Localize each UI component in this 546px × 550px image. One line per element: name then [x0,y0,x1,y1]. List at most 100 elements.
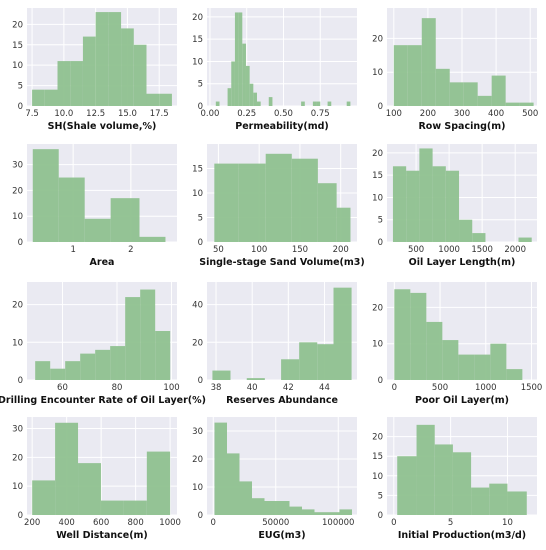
histogram-bar [253,92,257,106]
y-tick-label: 5 [378,216,383,226]
histogram-bar [265,153,292,242]
y-tick-label: 20 [12,186,23,196]
x-tick-label: 12.5 [86,109,105,119]
histogram-bar [227,88,232,106]
y-tick-label: 10 [192,57,203,67]
histogram-bar [146,451,171,515]
x-tick-label: 60 [57,383,68,393]
histogram-bar [397,456,417,515]
x-tick-label: 500 [432,383,448,393]
histogram-bar [108,12,122,106]
histogram-bar [299,342,318,380]
y-tick-label: 0 [18,376,23,386]
x-axis-label: Permeability(md) [235,121,329,132]
histogram-bar [121,28,134,107]
histogram-bar [227,453,240,515]
y-tick-label: 0 [378,238,383,248]
x-tick-label: 100000 [322,518,354,528]
histogram-bar [489,483,508,515]
histogram-bar [407,45,422,106]
x-tick-label: 0.00 [200,109,219,119]
y-tick-label: 40 [192,301,203,311]
x-tick-label: 400 [59,518,75,528]
subplot-8: 38 40 42 44 0 20 40 Reserves Abundance [192,282,357,406]
histogram-bar [155,331,171,380]
histogram-bar [445,170,460,242]
x-tick-label: 42 [283,383,294,393]
histogram-bar [491,75,506,106]
histogram-bar [471,487,490,515]
x-tick-label: 1500 [521,383,543,393]
histogram-bar [316,101,321,106]
x-tick-label: 1 [70,245,75,255]
x-axis-label: SH(Shale volume,%) [48,121,157,132]
x-tick-label: 200 [420,109,436,119]
x-tick-label: 100 [251,245,267,255]
histogram-bar [32,480,56,515]
histogram-bar [84,218,111,242]
histogram-bar [490,343,507,380]
histogram-bar [125,297,141,380]
y-tick-label: 10 [372,472,383,482]
histogram-bar [426,321,443,380]
histogram-bar [245,65,250,106]
x-tick-label: 0 [391,518,396,528]
histogram-bar [336,207,351,242]
y-tick-label: 20 [372,149,383,159]
histogram-bar [139,236,166,242]
histogram-bar [518,237,532,242]
histogram-bar [159,93,172,106]
y-tick-label: 30 [192,427,203,437]
histogram-bar [257,101,261,106]
histogram-bar [459,219,473,242]
x-tick-label: 15.0 [118,109,137,119]
y-tick-label: 30 [12,161,23,171]
y-tick-label: 20 [372,303,383,313]
x-axis-label: EUG(m3) [258,530,305,541]
y-tick-label: 5 [198,214,203,224]
x-axis-label: Well Distance(m) [56,530,148,541]
histogram-bar [44,89,58,106]
histogram-bar [507,491,527,515]
y-tick-label: 10 [192,483,203,493]
x-tick-label: 100 [386,109,402,119]
histogram-bar [242,43,246,106]
histogram-bar [519,102,534,106]
histogram-bar [239,481,252,515]
x-tick-label: 2000 [504,245,526,255]
y-tick-label: 0 [378,102,383,112]
histogram-bar [65,361,81,380]
y-tick-label: 0 [18,102,23,112]
y-tick-label: 20 [372,433,383,443]
x-tick-label: 7.5 [25,109,39,119]
x-tick-label: 0.25 [237,109,256,119]
y-tick-label: 20 [372,34,383,44]
histogram-bar [57,61,71,106]
y-tick-label: 5 [378,491,383,501]
y-tick-label: 10 [192,189,203,199]
histogram-bar [238,12,243,107]
y-tick-label: 15 [192,35,203,45]
histogram-bar [146,93,160,106]
histogram-bar [458,354,475,380]
x-tick-label: 5 [448,518,453,528]
x-tick-label: 1000 [438,245,460,255]
histogram-bar [472,233,486,242]
y-tick-label: 15 [372,171,383,181]
histogram-bar [215,101,220,106]
histogram-bar [317,183,337,242]
x-tick-label: 40 [247,383,258,393]
histogram-bar [50,368,66,380]
histogram-bar [406,170,420,242]
histogram-bar [477,95,492,106]
histogram-bar [394,289,411,380]
y-tick-label: 10 [12,212,23,222]
histogram-bar [95,12,109,106]
histogram-bar [55,422,79,515]
histogram-bar [474,354,491,380]
histogram-bar [506,369,523,380]
y-tick-label: 15 [12,41,23,51]
histogram-bar [252,498,265,515]
y-tick-label: 10 [12,61,23,71]
